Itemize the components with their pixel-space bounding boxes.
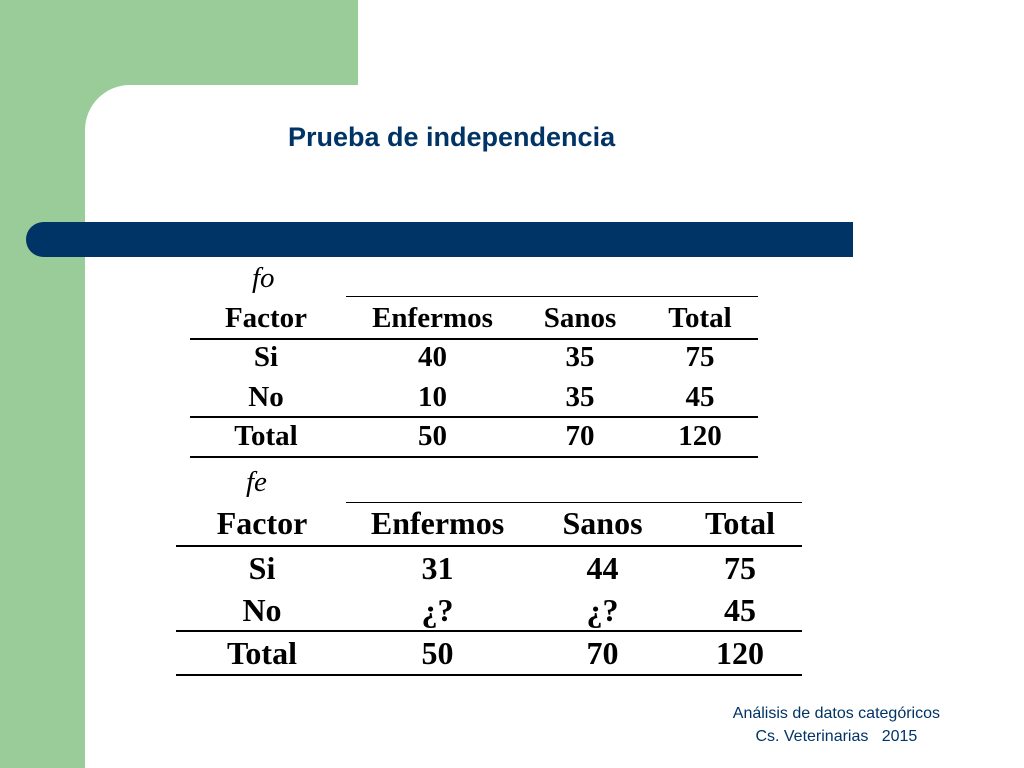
cell-no-total: 45 (724, 592, 756, 628)
header-bottom-rule (176, 545, 802, 547)
row-label-no: No (248, 381, 284, 413)
header-top-rule (346, 502, 802, 503)
footer-course-name: Análisis de datos categóricos (732, 705, 940, 722)
cell-no-sanos: 35 (565, 381, 595, 413)
total-top-rule (176, 630, 802, 632)
total-sanos: 70 (586, 635, 619, 671)
total-enfermos: 50 (421, 635, 454, 671)
header-sanos: Sanos (543, 302, 617, 334)
total-total: 120 (716, 635, 764, 671)
title-divider-bar (26, 222, 853, 257)
table-tag-fe: fe (246, 466, 267, 498)
header-total: Total (705, 505, 775, 541)
slide-footer: Análisis de datos categóricos Cs. Veteri… (733, 702, 940, 748)
row-label-no: No (242, 592, 282, 628)
header-enfermos: Enfermos (372, 302, 493, 334)
cell-si-enfermos: 40 (418, 341, 447, 373)
total-top-rule (190, 416, 758, 418)
row-label-si: Si (248, 550, 276, 586)
header-bottom-rule (190, 338, 758, 340)
total-enfermos: 50 (418, 420, 447, 452)
total-label: Total (227, 635, 297, 671)
cell-si-sanos: 44 (586, 550, 619, 586)
total-total: 120 (678, 420, 722, 452)
rounded-corner (85, 85, 145, 145)
table-bottom-rule (190, 456, 758, 458)
header-enfermos: Enfermos (370, 505, 505, 541)
header-sanos: Sanos (562, 505, 643, 541)
cell-si-total: 75 (724, 550, 756, 586)
cell-no-total: 45 (685, 381, 715, 413)
cell-no-enfermos: 10 (418, 381, 447, 413)
footer-program-year: Cs. Veterinarias 2015 (755, 728, 918, 745)
row-label-si: Si (253, 341, 279, 373)
cell-si-total: 75 (685, 341, 715, 373)
green-side-band (0, 0, 85, 768)
header-top-rule (346, 296, 758, 297)
slide-title: Prueba de independencia (288, 122, 616, 152)
cell-si-enfermos: 31 (421, 550, 454, 586)
cell-no-sanos: ¿? (586, 592, 619, 628)
cell-no-enfermos: ¿? (421, 592, 454, 628)
green-top-band (0, 0, 358, 85)
header-factor: Factor (216, 505, 308, 541)
header-factor: Factor (224, 302, 308, 334)
table-bottom-rule (176, 674, 802, 676)
table-tag-fo: fo (252, 262, 275, 294)
total-label: Total (234, 420, 298, 452)
total-sanos: 70 (565, 420, 595, 452)
cell-si-sanos: 35 (565, 341, 595, 373)
header-total: Total (668, 302, 732, 334)
